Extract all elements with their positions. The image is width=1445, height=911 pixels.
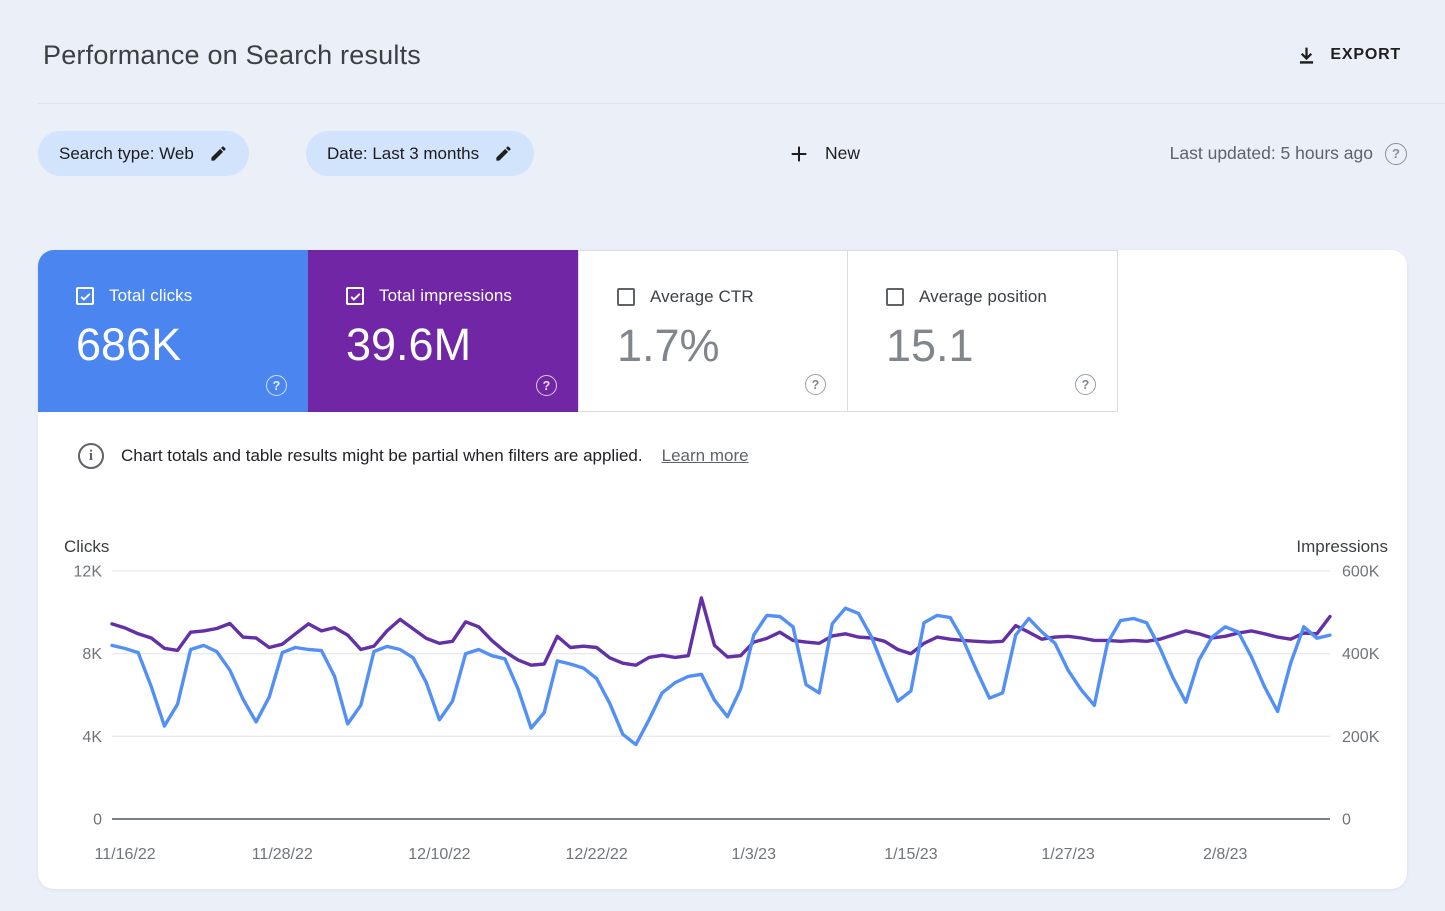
y-tick-left: 0	[93, 812, 102, 829]
last-updated: Last updated: 5 hours ago ?	[1170, 131, 1407, 176]
metric-value: 686K	[76, 319, 182, 370]
metric-label: Average CTR	[650, 287, 754, 306]
metric-tile-head: Average CTR	[617, 287, 847, 307]
metric-tile-clicks[interactable]: Total clicks 686K?	[38, 250, 308, 412]
x-tick-label: 1/3/23	[731, 846, 776, 863]
performance-card: Total clicks 686K? Total impressions 39.6M?…	[38, 250, 1407, 889]
left-axis-title: Clicks	[64, 537, 109, 556]
metric-value: 15.1	[886, 320, 974, 371]
edit-icon	[494, 144, 513, 163]
new-filter-label: New	[825, 143, 861, 163]
chart-canvas: Clicks Impressions 0 0 4K 200K 8K 400K 12K 600K 11…	[64, 537, 1388, 863]
metric-label: Total impressions	[379, 286, 513, 305]
clicks-line	[110, 606, 1332, 747]
metric-tile-ctr[interactable]: Average CTR 1.7%?	[578, 250, 848, 412]
metric-tile-head: Total clicks	[76, 286, 308, 306]
x-tick-label: 2/8/23	[1203, 846, 1248, 863]
x-tick-label: 11/28/22	[252, 846, 313, 863]
search-type-chip[interactable]: Search type: Web	[38, 131, 249, 176]
performance-chart: Clicks Impressions 0 0 4K 200K 8K 400K 12K 600K 11…	[62, 528, 1390, 868]
export-button[interactable]: EXPORT	[1296, 38, 1401, 72]
plus-icon	[788, 143, 810, 165]
metric-tile-impressions[interactable]: Total impressions 39.6M?	[308, 250, 578, 412]
x-tick-label: 12/10/22	[408, 846, 470, 863]
ctr-checkbox[interactable]	[617, 288, 635, 306]
metric-value: 1.7%	[617, 320, 720, 371]
metric-tiles: Total clicks 686K? Total impressions 39.6M?…	[38, 250, 1407, 412]
metric-tile-head: Average position	[886, 287, 1117, 307]
y-tick-left: 12K	[74, 564, 103, 581]
learn-more-link[interactable]: Learn more	[661, 446, 749, 465]
x-tick-label: 1/15/23	[884, 846, 937, 863]
metric-tile-head: Total impressions	[346, 286, 578, 306]
help-icon[interactable]: ?	[266, 375, 287, 396]
y-tick-right: 0	[1342, 812, 1351, 829]
impressions-checkbox[interactable]	[346, 287, 364, 305]
edit-icon	[209, 144, 228, 163]
impressions-line	[110, 596, 1332, 667]
info-icon: i	[78, 443, 104, 469]
x-tick-label: 12/22/22	[565, 846, 627, 863]
export-label: EXPORT	[1330, 46, 1401, 63]
y-tick-right: 200K	[1342, 729, 1380, 746]
y-tick-left: 4K	[82, 729, 102, 746]
search-type-chip-label: Search type: Web	[59, 143, 194, 163]
new-filter-button[interactable]: New	[788, 131, 860, 176]
y-tick-right: 400K	[1342, 646, 1380, 663]
help-icon[interactable]: ?	[1075, 374, 1096, 395]
header-divider	[38, 103, 1445, 104]
metric-tile-position[interactable]: Average position 15.1?	[848, 250, 1118, 412]
last-updated-text: Last updated: 5 hours ago	[1169, 143, 1373, 163]
position-checkbox[interactable]	[886, 288, 904, 306]
page-title: Performance on Search results	[43, 40, 421, 70]
date-filter-chip[interactable]: Date: Last 3 months	[306, 131, 535, 176]
help-icon[interactable]: ?	[536, 375, 557, 396]
x-tick-label: 11/16/22	[95, 846, 156, 863]
y-tick-left: 8K	[82, 646, 102, 663]
metric-label: Total clicks	[109, 286, 193, 305]
filter-bar: Search type: Web Date: Last 3 months New…	[0, 131, 1445, 176]
download-icon	[1296, 45, 1317, 66]
x-tick-label: 1/27/23	[1041, 846, 1094, 863]
notice-text: Chart totals and table results might be …	[121, 446, 643, 465]
help-icon[interactable]: ?	[1385, 142, 1407, 165]
date-filter-chip-label: Date: Last 3 months	[327, 143, 480, 163]
metric-label: Average position	[919, 287, 1047, 306]
metric-value: 39.6M	[346, 319, 472, 370]
y-tick-right: 600K	[1342, 564, 1380, 581]
clicks-checkbox[interactable]	[76, 287, 94, 305]
help-icon[interactable]: ?	[805, 374, 826, 395]
right-axis-title: Impressions	[1296, 537, 1388, 556]
filter-notice: i Chart totals and table results might b…	[78, 442, 749, 470]
